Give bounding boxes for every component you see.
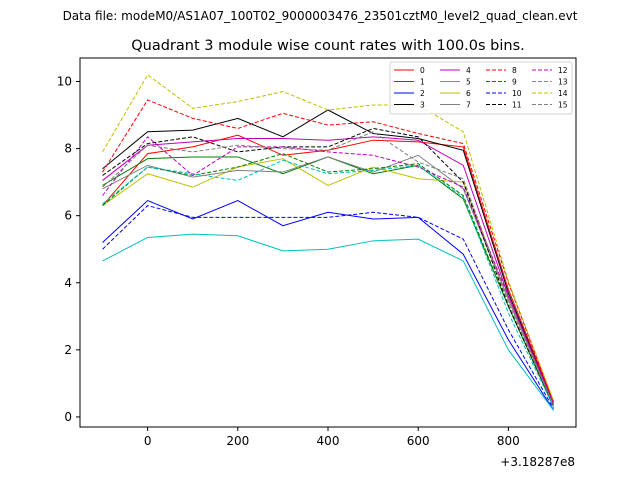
series-layer — [102, 74, 554, 411]
series-line-7 — [102, 154, 554, 406]
legend-label-12: 12 — [558, 66, 568, 75]
legend-label-8: 8 — [512, 66, 517, 75]
y-axis: 0 2 4 6 8 10 — [57, 74, 80, 424]
series-line-15 — [102, 131, 554, 406]
legend-label-1: 1 — [420, 78, 425, 87]
y-tick-label: 4 — [64, 276, 72, 290]
legend-label-2: 2 — [420, 89, 425, 98]
x-tick-label: 800 — [497, 434, 520, 448]
series-line-2 — [102, 199, 554, 411]
chart-title: Quadrant 3 module wise count rates with … — [131, 38, 525, 54]
series-line-10 — [102, 205, 554, 409]
x-tick-label: 0 — [144, 434, 152, 448]
y-tick-label: 10 — [57, 74, 72, 88]
series-line-9 — [102, 153, 554, 406]
figure-suptitle: Data file: modeM0/AS1A07_100T02_90000034… — [63, 9, 578, 23]
legend-label-15: 15 — [558, 101, 568, 110]
legend-label-4: 4 — [466, 66, 471, 75]
series-line-12 — [102, 136, 554, 404]
legend-label-5: 5 — [466, 78, 471, 87]
y-tick-label: 6 — [64, 209, 72, 223]
series-line-5 — [102, 233, 554, 411]
legend-label-10: 10 — [512, 89, 522, 98]
legend-label-9: 9 — [512, 78, 517, 87]
y-tick-label: 2 — [64, 343, 72, 357]
legend-label-7: 7 — [466, 101, 471, 110]
legend-label-13: 13 — [558, 78, 568, 87]
series-line-6 — [102, 158, 554, 406]
series-line-1 — [102, 156, 554, 408]
legend-label-3: 3 — [420, 101, 425, 110]
series-line-8 — [102, 99, 554, 403]
series-line-14 — [102, 74, 554, 401]
legend-label-6: 6 — [466, 89, 471, 98]
series-line-0 — [102, 134, 554, 403]
y-tick-label: 8 — [64, 142, 72, 156]
series-line-3 — [102, 109, 554, 404]
x-tick-label: 600 — [407, 434, 430, 448]
x-offset-label: +3.18287e8 — [500, 455, 575, 469]
series-line-4 — [102, 136, 554, 404]
legend-label-11: 11 — [512, 101, 522, 110]
legend-box — [389, 61, 573, 115]
x-tick-label: 200 — [226, 434, 249, 448]
x-tick-label: 400 — [317, 434, 340, 448]
y-tick-label: 0 — [64, 410, 72, 424]
legend-label-0: 0 — [420, 66, 425, 75]
legend-label-14: 14 — [558, 89, 568, 98]
x-axis: 0 200 400 600 800 — [144, 427, 520, 448]
series-line-13 — [102, 159, 554, 408]
